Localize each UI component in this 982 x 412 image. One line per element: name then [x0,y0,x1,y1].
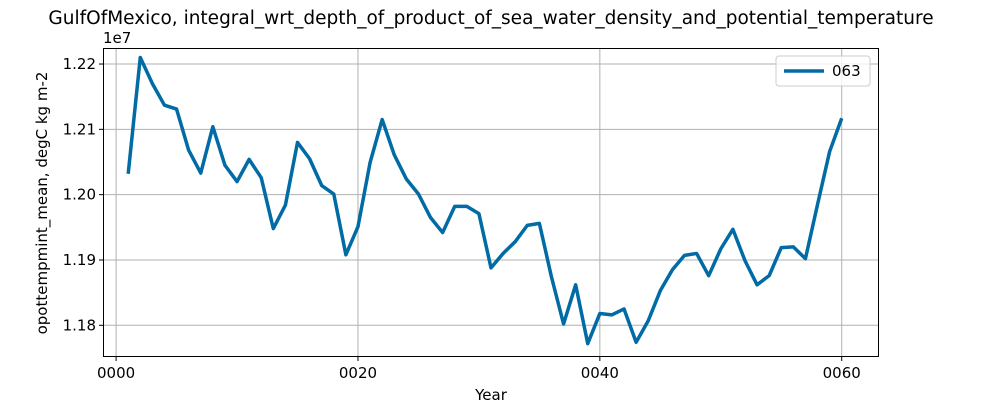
y-tick-label: 1.21 [63,120,96,138]
y-tick-label: 1.22 [63,55,96,73]
y-tick-label: 1.19 [63,251,96,269]
x-tick-label: 0040 [581,364,619,382]
legend-label: 063 [832,62,861,80]
x-tick-label: 0000 [97,364,135,382]
plot-frame [103,48,879,357]
y-axis-ticks: 1.18 1.19 1.20 1.21 1.22 [63,55,104,334]
y-tick-label: 1.18 [63,316,96,334]
x-tick-label: 0020 [339,364,377,382]
x-axis-ticks: 0000 0020 0040 0060 [97,356,861,382]
series-line-063 [126,55,844,346]
y-axis-label: opottempmint_mean, degC kg m-2 [33,72,52,335]
legend: 063 [775,55,871,87]
y-tick-label: 1.20 [63,186,96,204]
chart-title: GulfOfMexico, integral_wrt_depth_of_prod… [48,8,933,29]
x-axis-label: Year [474,386,508,404]
series-group [126,55,844,346]
x-tick-label: 0060 [823,364,861,382]
y-offset-label: 1e7 [103,29,131,47]
